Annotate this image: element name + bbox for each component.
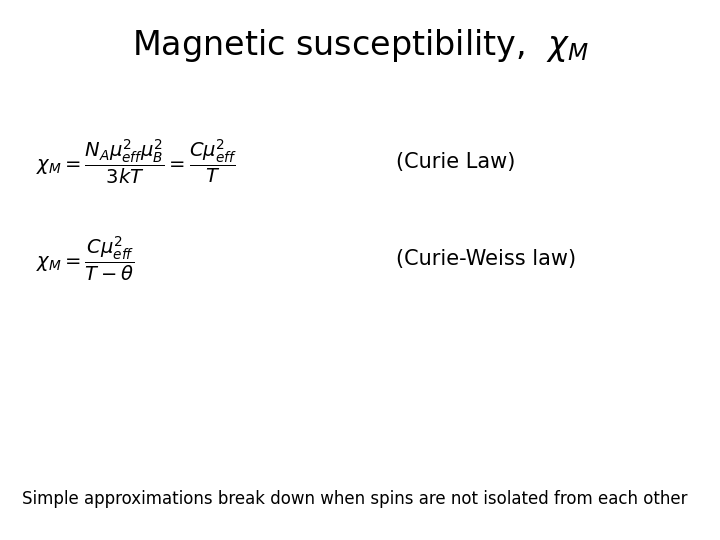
Text: Magnetic susceptibility,  $\chi_M$: Magnetic susceptibility, $\chi_M$ [132,27,588,64]
Text: (Curie-Weiss law): (Curie-Weiss law) [396,249,576,269]
Text: $\chi_M = \dfrac{C\mu_{eff}^{2}}{T - \theta}$: $\chi_M = \dfrac{C\mu_{eff}^{2}}{T - \th… [36,235,135,284]
Text: (Curie Law): (Curie Law) [396,152,516,172]
Text: Simple approximations break down when spins are not isolated from each other: Simple approximations break down when sp… [22,490,687,508]
Text: $\chi_M = \dfrac{N_A\mu_{eff}^{2}\mu_B^{2}}{3kT} = \dfrac{C\mu_{eff}^{2}}{T}$: $\chi_M = \dfrac{N_A\mu_{eff}^{2}\mu_B^{… [36,138,237,186]
